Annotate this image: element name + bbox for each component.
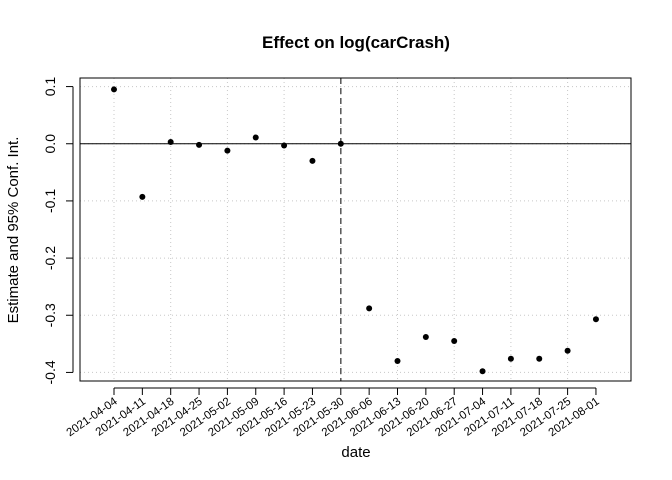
y-tick-label: -0.1: [42, 189, 58, 213]
data-point: [196, 141, 203, 148]
y-axis-label: Estimate and 95% Conf. Int.: [5, 137, 22, 324]
y-axis: 0.1 0.0 -0.1 -0.2 -0.3 -0.4: [42, 77, 74, 384]
x-axis-label: date: [341, 444, 370, 461]
data-point: [111, 86, 117, 93]
plot-frame: [79, 77, 632, 382]
data-points: [111, 86, 599, 375]
data-point: [167, 139, 174, 146]
data-point: [281, 142, 288, 149]
data-point: [139, 193, 146, 200]
y-tick-label: 0.0: [42, 134, 58, 154]
data-point: [394, 357, 401, 364]
y-tick-label: 0.1: [42, 77, 58, 97]
data-point: [564, 347, 571, 354]
data-point: [337, 140, 344, 147]
y-tick-label: -0.4: [42, 360, 58, 384]
data-point: [309, 157, 316, 164]
data-point: [479, 368, 486, 375]
x-axis: 2021-04-042021-04-112021-04-182021-04-25…: [65, 387, 602, 439]
data-point: [451, 337, 458, 344]
y-tick-label: -0.2: [42, 246, 58, 270]
data-point: [592, 316, 599, 323]
y-tick-label: -0.3: [42, 303, 58, 327]
data-point: [507, 355, 514, 362]
data-point: [536, 355, 543, 362]
data-point: [224, 147, 231, 154]
chart-title: Effect on log(carCrash): [262, 33, 450, 52]
data-point: [366, 305, 373, 312]
grid: [80, 78, 631, 381]
reference-lines: [80, 78, 631, 381]
data-point: [422, 333, 429, 340]
data-point: [252, 134, 259, 141]
